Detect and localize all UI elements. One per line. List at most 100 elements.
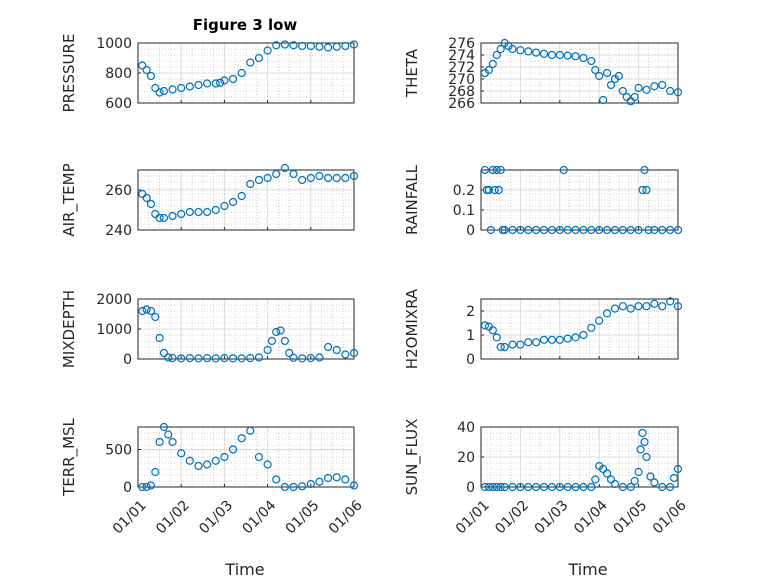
data-point — [563, 51, 572, 60]
data-point — [579, 330, 588, 340]
data-point — [532, 338, 541, 347]
data-point — [285, 348, 294, 358]
data-point — [587, 225, 596, 235]
x-tick-label: 01/03 — [532, 497, 572, 537]
data-point — [599, 95, 608, 105]
data-point — [194, 80, 203, 90]
data-point — [547, 335, 557, 344]
data-point — [579, 482, 588, 492]
data-point — [644, 225, 653, 235]
data-point — [228, 74, 238, 84]
data-point — [642, 85, 651, 94]
data-point — [246, 179, 255, 189]
data-point — [673, 464, 683, 474]
data-point — [298, 175, 307, 185]
data-point — [606, 475, 616, 484]
data-point — [642, 185, 651, 195]
data-point — [185, 354, 194, 363]
data-point — [492, 50, 501, 60]
data-point — [254, 353, 264, 362]
data-point — [591, 475, 600, 484]
data-point — [618, 225, 627, 235]
data-point — [138, 482, 147, 492]
data-point — [289, 353, 298, 362]
subplot-4: 0 0.1 0.2 RAINFALL — [403, 164, 683, 239]
data-point — [571, 52, 580, 61]
data-point — [658, 482, 667, 492]
x-tick-label: 01/04 — [571, 497, 611, 537]
data-point — [532, 225, 541, 235]
y-axis-label: RAINFALL — [403, 164, 421, 235]
data-point — [332, 473, 341, 482]
data-point — [539, 225, 549, 235]
y-tick-label: 600 — [105, 96, 132, 112]
data-point — [595, 316, 604, 325]
data-point — [289, 41, 298, 50]
data-point — [155, 437, 164, 447]
data-point — [228, 354, 238, 363]
data-point — [349, 40, 359, 49]
y-tick-label: 0 — [123, 480, 132, 496]
y-tick-label: 800 — [105, 66, 132, 82]
data-point — [306, 479, 315, 489]
data-point — [185, 82, 194, 91]
data-point — [151, 83, 160, 93]
data-point — [638, 185, 647, 195]
data-point — [306, 354, 315, 363]
data-point — [610, 225, 620, 235]
x-tick-label: 01/02 — [153, 497, 193, 537]
data-point — [341, 173, 350, 183]
data-point — [622, 92, 631, 102]
data-point — [488, 59, 497, 69]
data-point — [146, 481, 156, 490]
data-point — [539, 482, 549, 492]
data-point — [563, 225, 572, 235]
data-point — [630, 476, 639, 486]
data-point — [164, 353, 173, 362]
data-point — [272, 327, 281, 337]
data-point — [280, 163, 289, 173]
y-tick-label: 240 — [105, 223, 132, 239]
data-point — [610, 304, 620, 313]
data-point — [488, 326, 497, 335]
x-tick-label: 01/05 — [283, 497, 323, 537]
data-point — [168, 85, 177, 94]
data-point — [332, 345, 341, 355]
data-point — [606, 80, 616, 90]
data-point — [571, 482, 580, 492]
data-point — [220, 76, 229, 85]
data-point — [177, 354, 186, 363]
y-tick-label: 500 — [105, 443, 132, 459]
data-point — [492, 482, 501, 492]
figure-title: Figure 3 low — [193, 16, 298, 34]
data-point — [246, 354, 255, 363]
data-point — [658, 80, 667, 90]
data-point — [194, 207, 203, 217]
data-point — [228, 445, 238, 454]
y-tick-label: 40 — [457, 420, 475, 436]
axes-box — [480, 298, 679, 360]
data-point — [638, 428, 647, 438]
data-point — [532, 482, 541, 492]
y-tick-label: 1000 — [96, 322, 132, 338]
data-point — [220, 452, 229, 462]
data-point — [211, 456, 220, 465]
data-point — [237, 354, 246, 363]
y-axis-label: THETA — [403, 48, 421, 98]
data-point — [666, 225, 675, 235]
subplot-8: 0 20 40 01/01 01/02 01/03 01/04 01/05 01/06 SUN_F… — [403, 419, 690, 538]
data-point — [159, 213, 169, 223]
data-point — [349, 171, 359, 181]
data-point — [555, 335, 564, 344]
data-point — [673, 225, 683, 235]
data-point — [315, 353, 324, 362]
data-point — [315, 42, 324, 51]
data-point — [614, 71, 624, 81]
data-point — [332, 173, 341, 183]
data-point — [587, 56, 596, 66]
data-point — [315, 171, 324, 181]
data-point — [642, 302, 651, 311]
y-tick-label: 0 — [466, 223, 475, 239]
